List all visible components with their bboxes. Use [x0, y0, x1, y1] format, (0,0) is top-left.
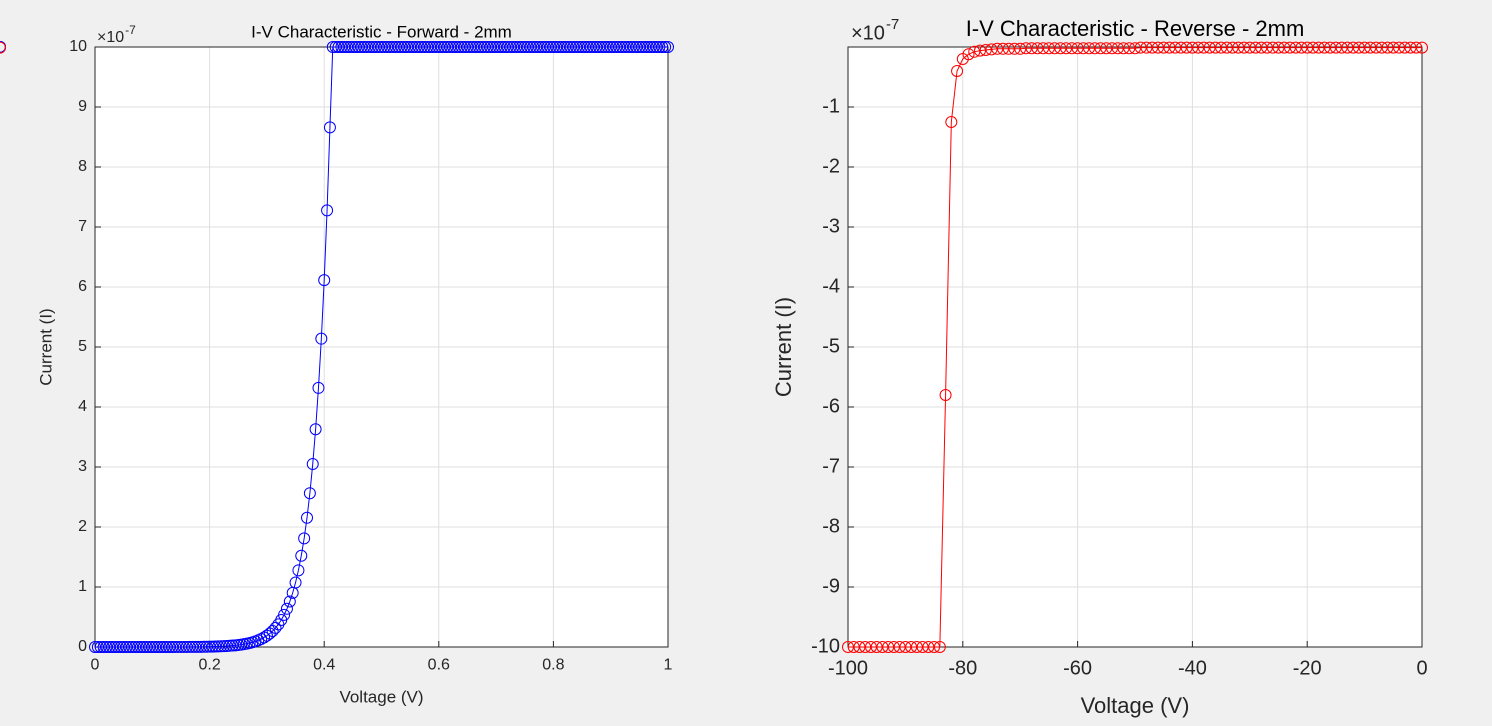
- data-marker: [968, 45, 981, 58]
- y-tick-label: 9: [78, 98, 87, 115]
- data-marker: [0, 41, 6, 54]
- x-tick-label: 0.6: [428, 657, 450, 674]
- data-marker: [656, 41, 669, 53]
- y-tick-label: 8: [78, 158, 87, 175]
- data-marker: [292, 564, 305, 577]
- y-exponent-base: ×10: [97, 29, 124, 46]
- data-marker: [306, 458, 319, 471]
- data-marker: [1014, 42, 1027, 55]
- data-marker: [1008, 42, 1021, 55]
- y-exponent-base: ×10: [851, 22, 885, 44]
- y-tick-label: 10: [69, 38, 87, 55]
- data-marker: [280, 602, 293, 615]
- x-tick-label: -80: [948, 657, 977, 679]
- data-marker: [269, 621, 282, 634]
- data-marker: [220, 639, 233, 652]
- data-marker: [323, 121, 336, 134]
- data-marker: [928, 641, 941, 653]
- y-tick-label: 1: [78, 578, 87, 595]
- y-exponent-power: -7: [125, 23, 136, 37]
- data-marker: [985, 43, 998, 56]
- data-marker: [659, 41, 672, 53]
- data-marker: [321, 204, 334, 217]
- y-axis-label: Current (I): [36, 308, 55, 385]
- data-marker: [979, 44, 992, 56]
- y-tick-label: 2: [78, 518, 87, 535]
- y-tick-label: -9: [822, 575, 840, 597]
- y-tick-label: -10: [811, 635, 840, 657]
- data-marker: [1129, 42, 1141, 55]
- y-tick-label: -4: [822, 275, 840, 297]
- y-exponent-power: -7: [886, 16, 899, 33]
- data-marker: [303, 487, 316, 500]
- y-tick-label: 0: [78, 638, 87, 655]
- y-tick-label: -7: [822, 455, 840, 477]
- y-tick-label: 6: [78, 278, 87, 295]
- y-tick-label: 7: [78, 218, 87, 235]
- data-marker: [301, 511, 314, 524]
- data-marker: [215, 640, 228, 653]
- data-marker: [974, 44, 987, 57]
- data-marker: [662, 41, 674, 53]
- data-marker: [933, 641, 946, 653]
- x-axis-label: Voltage (V): [1081, 693, 1190, 718]
- data-marker: [1416, 41, 1428, 54]
- data-marker: [295, 549, 308, 562]
- data-marker: [278, 608, 291, 621]
- x-tick-label: 0: [1416, 657, 1427, 679]
- data-marker: [1410, 41, 1423, 54]
- x-tick-label: 0.2: [198, 657, 220, 674]
- data-marker: [217, 640, 230, 653]
- data-marker: [312, 381, 325, 394]
- data-marker: [962, 48, 975, 61]
- y-tick-label: -2: [822, 155, 840, 177]
- y-tick-label: 4: [78, 398, 87, 415]
- y-tick-label: -1: [822, 95, 840, 117]
- x-tick-label: 0: [91, 657, 100, 674]
- chart-title: I-V Characteristic - Reverse - 2mm: [966, 16, 1305, 41]
- y-tick-label: -6: [822, 395, 840, 417]
- x-tick-label: 1: [664, 657, 673, 674]
- x-tick-label: 0.8: [542, 657, 564, 674]
- data-marker: [1123, 42, 1136, 55]
- y-tick-label: -3: [822, 215, 840, 237]
- x-tick-label: 0.4: [313, 657, 335, 674]
- data-marker: [939, 389, 952, 401]
- data-marker: [951, 65, 964, 77]
- data-marker: [289, 576, 302, 589]
- data-marker: [255, 633, 268, 646]
- y-tick-label: -8: [822, 515, 840, 537]
- y-axis-label: Current (I): [771, 297, 796, 397]
- data-marker: [318, 274, 331, 287]
- data-marker: [945, 116, 958, 128]
- x-tick-label: -60: [1063, 657, 1092, 679]
- x-tick-label: -40: [1178, 657, 1207, 679]
- data-marker: [653, 41, 666, 53]
- data-marker: [315, 332, 328, 345]
- y-tick-label: -5: [822, 335, 840, 357]
- x-tick-label: -20: [1293, 657, 1322, 679]
- data-marker: [309, 423, 322, 436]
- x-axis-label: Voltage (V): [339, 687, 423, 706]
- chart-title: I-V Characteristic - Forward - 2mm: [251, 22, 512, 41]
- data-marker: [298, 532, 311, 545]
- x-tick-label: -100: [828, 657, 868, 679]
- y-tick-label: 3: [78, 458, 87, 475]
- data-marker: [283, 595, 296, 608]
- y-tick-label: 5: [78, 338, 87, 355]
